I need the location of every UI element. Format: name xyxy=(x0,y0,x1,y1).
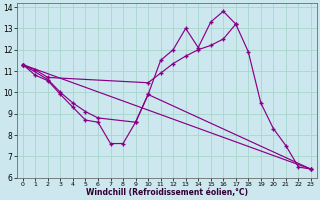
X-axis label: Windchill (Refroidissement éolien,°C): Windchill (Refroidissement éolien,°C) xyxy=(86,188,248,197)
